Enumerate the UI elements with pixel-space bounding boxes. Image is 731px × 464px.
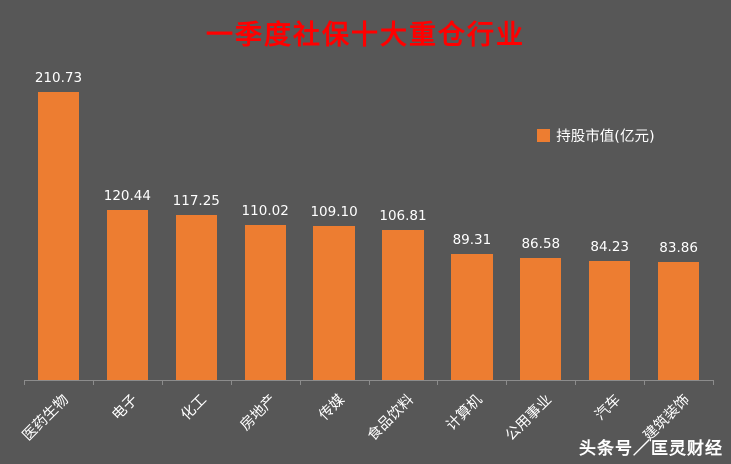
- value-label: 86.58: [521, 236, 561, 253]
- value-label: 210.73: [34, 70, 83, 86]
- category-label: 食品饮料: [364, 391, 418, 445]
- bar: [520, 258, 562, 380]
- value-label: 106.81: [379, 207, 427, 224]
- value-label: 109.10: [310, 204, 358, 221]
- axis-ticks: [24, 380, 714, 385]
- bar: [313, 226, 355, 380]
- tick-mark: [299, 380, 301, 385]
- bar: [451, 254, 493, 380]
- tick-mark: [24, 380, 25, 385]
- bar: [657, 261, 700, 380]
- tick-mark: [644, 380, 646, 385]
- legend: 持股市值(亿元): [537, 125, 655, 146]
- bar-slot: 84.23 汽车: [575, 70, 644, 424]
- bar: [106, 210, 149, 380]
- bar-slot: 210.73 医药生物: [20, 70, 93, 444]
- tick-mark: [713, 380, 714, 385]
- category-label: 计算机: [443, 391, 487, 434]
- bar-slot: 109.10 传媒: [300, 70, 369, 423]
- tick-mark: [92, 380, 94, 385]
- category-label: 医药生物: [20, 391, 73, 445]
- bar: [175, 214, 217, 380]
- bar: [589, 261, 631, 380]
- legend-swatch-icon: [537, 129, 551, 142]
- category-label: 汽车: [592, 391, 624, 424]
- category-label: 公用事业: [502, 391, 555, 445]
- bar-slot: 117.25 化工: [162, 70, 231, 424]
- category-label: 房地产: [237, 391, 280, 434]
- value-label: 89.31: [452, 232, 492, 249]
- category-label: 电子: [109, 391, 142, 424]
- value-label: 120.44: [103, 188, 151, 205]
- category-label: 传媒: [316, 391, 349, 424]
- bar-slot: 120.44 电子: [93, 70, 162, 423]
- bar: [244, 224, 286, 380]
- tick-mark: [230, 380, 232, 385]
- bar-slot: 106.81 食品饮料: [365, 70, 438, 445]
- legend-label: 持股市值(亿元): [556, 129, 655, 145]
- bars-container: 210.73 医药生物 120.44 电子 117.25 化工 110.02 房地产 109.1…: [20, 70, 713, 445]
- tick-mark: [437, 380, 439, 385]
- bar-slot: 89.31 计算机: [437, 70, 506, 434]
- value-label: 83.86: [659, 239, 698, 256]
- bar: [37, 92, 80, 380]
- tick-mark: [575, 380, 577, 385]
- tick-mark: [161, 380, 163, 385]
- chart-title: 一季度社保十大重仓行业: [206, 20, 525, 51]
- bar: [382, 229, 424, 380]
- value-label: 117.25: [172, 192, 220, 209]
- tick-mark: [368, 380, 370, 385]
- value-label: 110.02: [241, 202, 289, 219]
- plot-area: 210.73 医药生物 120.44 电子 117.25 化工 110.02 房地产 109.1…: [20, 70, 714, 445]
- watermark: 头条号／匡灵财经: [579, 439, 723, 459]
- bar-slot: 86.58 公用事业: [503, 70, 575, 444]
- value-label: 84.23: [590, 239, 630, 256]
- bar-slot: 110.02 房地产: [231, 70, 300, 434]
- category-label: 化工: [178, 391, 211, 424]
- bar-slot: 83.86 建筑装饰: [640, 70, 713, 444]
- tick-mark: [506, 380, 508, 385]
